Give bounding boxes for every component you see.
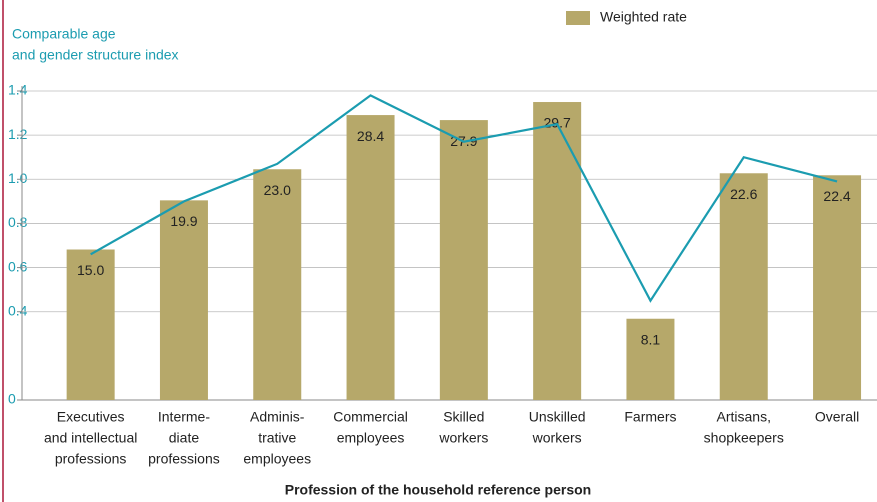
- x-tick-label: diate: [169, 430, 200, 446]
- bar: [253, 169, 302, 400]
- data-label: 28.4: [357, 128, 384, 144]
- x-tick-label: trative: [258, 430, 296, 446]
- x-tick-label: professions: [55, 451, 127, 467]
- x-tick-label: employees: [243, 451, 311, 467]
- x-tick-label: Farmers: [624, 409, 676, 425]
- x-tick-label: Executives: [57, 409, 125, 425]
- x-tick-label: Skilled: [443, 409, 484, 425]
- x-tick-label: Unskilled: [529, 409, 586, 425]
- y-axis-title: Comparable age: [12, 26, 116, 42]
- x-tick-label: Overall: [815, 409, 859, 425]
- y-axis-title: and gender structure index: [12, 47, 179, 63]
- y-tick-label: 1.4: [8, 82, 28, 98]
- bar: [719, 173, 768, 400]
- x-tick-label: Adminis-: [250, 409, 305, 425]
- x-tick-label: and intellectual: [44, 430, 137, 446]
- y-tick-label: 0: [8, 391, 16, 407]
- data-label: 8.1: [641, 331, 661, 347]
- x-tick-label: workers: [532, 430, 582, 446]
- x-tick-label: workers: [438, 430, 488, 446]
- y-tick-label: 1.0: [8, 170, 28, 186]
- legend-swatch: [566, 11, 590, 25]
- bar: [439, 120, 488, 401]
- x-tick-label: Interme-: [158, 409, 210, 425]
- bar: [813, 175, 862, 400]
- y-tick-label: 0.8: [8, 214, 28, 230]
- x-tick-label: Artisans,: [717, 409, 771, 425]
- x-tick-label: shopkeepers: [704, 430, 784, 446]
- data-label: 22.6: [730, 186, 757, 202]
- data-label: 19.9: [170, 213, 197, 229]
- x-tick-label: Commercial: [333, 409, 408, 425]
- bar: [346, 115, 395, 401]
- x-axis-title: Profession of the household reference pe…: [285, 482, 592, 498]
- y-tick-label: 0.6: [8, 258, 28, 274]
- data-label: 23.0: [264, 182, 291, 198]
- x-tick-label: professions: [148, 451, 220, 467]
- legend-label: Weighted rate: [600, 9, 687, 25]
- bar: [533, 102, 582, 401]
- y-tick-label: 1.2: [8, 126, 28, 142]
- line: [90, 94, 838, 303]
- bar: [626, 318, 675, 400]
- data-label: 22.4: [823, 188, 850, 204]
- bar: [159, 200, 208, 400]
- bar: [66, 249, 115, 400]
- data-label: 29.7: [544, 115, 571, 131]
- x-tick-label: employees: [337, 430, 405, 446]
- data-label: 15.0: [77, 262, 104, 278]
- y-tick-label: 0.4: [8, 302, 28, 318]
